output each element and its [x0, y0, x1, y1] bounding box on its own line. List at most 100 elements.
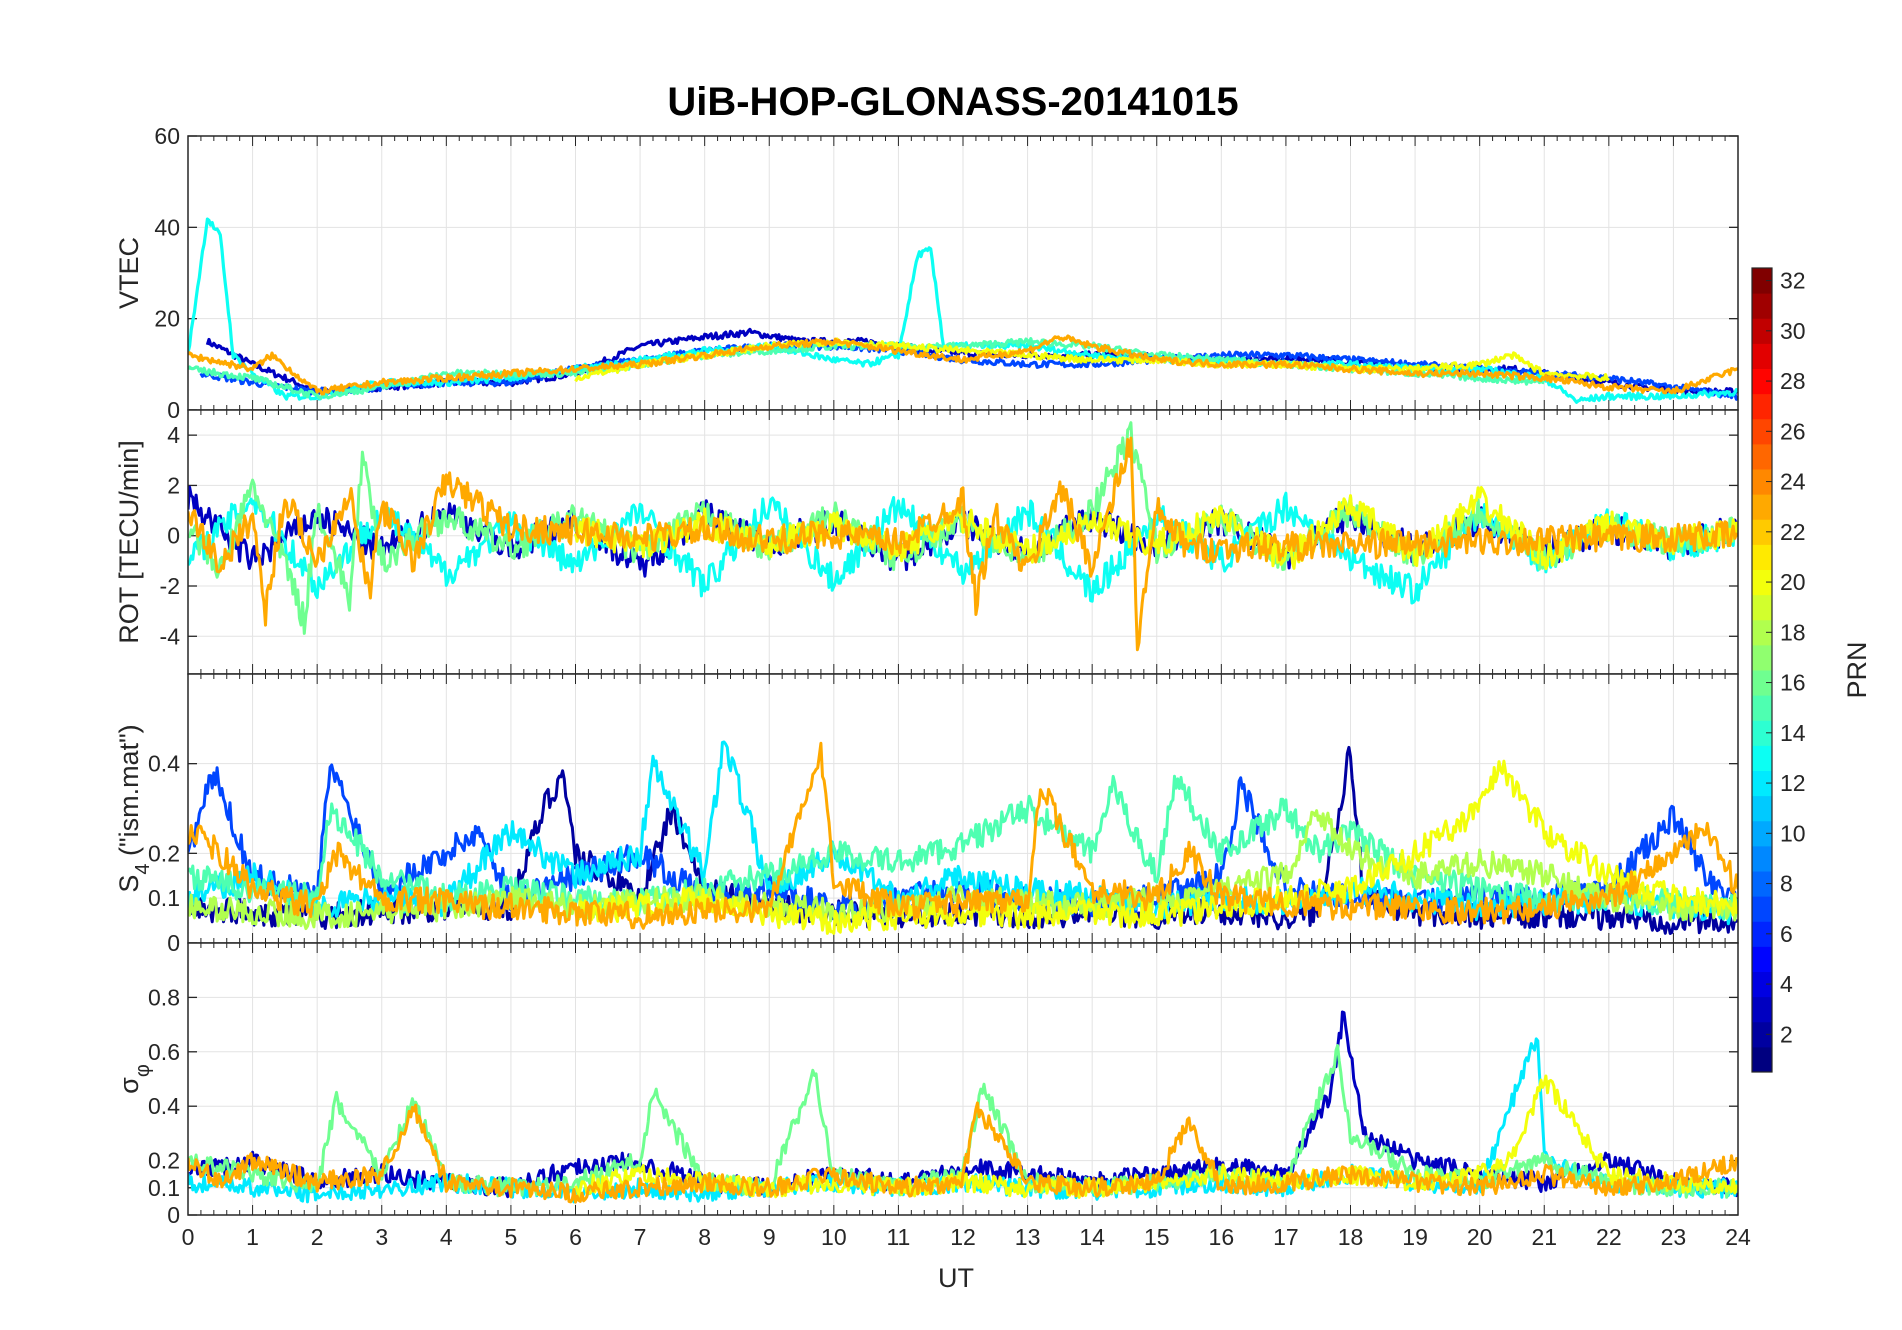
- x-tick-label: 18: [1338, 1224, 1364, 1250]
- y-tick-label: 0.8: [148, 984, 180, 1010]
- x-tick-label: 1: [246, 1224, 259, 1250]
- x-tick-label: 16: [1209, 1224, 1235, 1250]
- series-group: [188, 421, 1738, 652]
- colorbar-swatch: [1752, 820, 1772, 847]
- colorbar-swatch: [1752, 619, 1772, 646]
- colorbar-swatch: [1752, 1046, 1772, 1073]
- colorbar-swatch: [1752, 368, 1772, 395]
- colorbar-swatch: [1752, 443, 1772, 470]
- panel-sigma_phi: 00.10.2 0.4 0.6 0.8 σφ: [114, 942, 1739, 1228]
- colorbar-tick-label: 28: [1780, 368, 1806, 394]
- y-tick-label: 0: [167, 523, 180, 549]
- x-tick-label: 23: [1661, 1224, 1687, 1250]
- x-tick-label: 22: [1596, 1224, 1622, 1250]
- colorbar-swatch: [1752, 418, 1772, 445]
- colorbar-swatch: [1752, 670, 1772, 696]
- series-line-prn-20: [574, 486, 1738, 571]
- colorbar-swatch: [1752, 544, 1772, 570]
- colorbar-tick-label: 26: [1780, 418, 1806, 444]
- y-tick-label: 20: [154, 306, 180, 332]
- series-line-prn-23: [188, 1101, 1738, 1204]
- y-axis-label: ROT [TECU/min]: [114, 440, 144, 644]
- colorbar-swatch: [1752, 845, 1772, 872]
- colorbar-swatch: [1752, 1021, 1772, 1048]
- series-group: [188, 217, 1738, 404]
- colorbar-tick-label: 24: [1780, 469, 1806, 495]
- x-tick-label: 5: [505, 1224, 518, 1250]
- colorbar-tick-label: 18: [1780, 619, 1806, 645]
- x-tick-label: 8: [698, 1224, 711, 1250]
- colorbar-tick-label: 14: [1780, 720, 1806, 746]
- series-group: [188, 1010, 1738, 1204]
- x-axis-label: UT: [938, 1263, 974, 1293]
- colorbar-swatch: [1752, 268, 1772, 294]
- colorbar-swatch: [1752, 469, 1772, 495]
- series-line-prn-23: [188, 436, 1738, 652]
- y-tick-label: 0.4: [148, 751, 180, 777]
- x-tick-label: 24: [1725, 1224, 1751, 1250]
- y-tick-label: 0.6: [148, 1039, 180, 1065]
- colorbar-swatch: [1752, 996, 1772, 1023]
- y-tick-label: 0: [167, 930, 180, 956]
- colorbar-swatch: [1752, 519, 1772, 545]
- series-group: [188, 740, 1738, 935]
- panel-rot: -4 -2 0 2 4 ROT [TECU/min]: [114, 409, 1739, 675]
- colorbar-swatch: [1752, 569, 1772, 596]
- x-tick-label: 20: [1467, 1224, 1493, 1250]
- colorbar-swatch: [1752, 594, 1772, 621]
- y-tick-label: 0.2: [148, 1148, 180, 1174]
- colorbar-swatch: [1752, 644, 1772, 671]
- colorbar-swatch: [1752, 494, 1772, 520]
- colorbar-swatch: [1752, 896, 1772, 922]
- chart-title: UiB-HOP-GLONASS-20141015: [667, 80, 1238, 124]
- x-tick-label: 4: [440, 1224, 453, 1250]
- colorbar-tick-label: 30: [1780, 318, 1806, 344]
- y-tick-label: 2: [167, 472, 180, 498]
- x-tick-label: 3: [375, 1224, 388, 1250]
- colorbar-swatch: [1752, 720, 1772, 746]
- x-tick-label: 15: [1144, 1224, 1170, 1250]
- panel-s4: 0 0.1 0.2 0.4S4 ("ism.mat"): [114, 673, 1739, 956]
- y-tick-label: 0.4: [148, 1093, 180, 1119]
- colorbar-swatch: [1752, 293, 1772, 319]
- y-tick-label: 0.2: [148, 840, 180, 866]
- colorbar-tick-label: 4: [1780, 971, 1793, 997]
- x-tick-label: 2: [311, 1224, 324, 1250]
- y-tick-label: 0.1: [148, 885, 180, 911]
- colorbar-swatch: [1752, 795, 1772, 822]
- x-tick-label: 9: [763, 1224, 776, 1250]
- x-tick-label: 17: [1273, 1224, 1299, 1250]
- x-tick-label: 7: [634, 1224, 647, 1250]
- x-tick-label: 14: [1079, 1224, 1105, 1250]
- y-tick-label: 0.1: [148, 1175, 180, 1201]
- colorbar-tick-label: 6: [1780, 921, 1793, 947]
- y-axis-label: VTEC: [114, 237, 144, 309]
- colorbar-swatch: [1752, 921, 1772, 947]
- colorbar-swatch: [1752, 393, 1772, 420]
- colorbar-tick-label: 10: [1780, 820, 1806, 846]
- colorbar-tick-label: 8: [1780, 871, 1793, 897]
- x-tick-label: 21: [1531, 1224, 1557, 1250]
- x-tick-label: 10: [821, 1224, 847, 1250]
- colorbar-swatch: [1752, 695, 1772, 721]
- colorbar-label: PRN: [1842, 641, 1872, 698]
- y-axis-label: σφ: [114, 1064, 154, 1094]
- y-axis-label: S4 ("ism.mat"): [114, 724, 154, 892]
- colorbar-swatch: [1752, 971, 1772, 998]
- colorbar-frame: [1751, 267, 1773, 1073]
- series-line-prn-23: [188, 334, 1738, 396]
- colorbar-swatch: [1752, 745, 1772, 771]
- colorbar-swatch: [1752, 343, 1772, 369]
- y-tick-label: -2: [160, 573, 180, 599]
- series-line-prn-23: [188, 741, 1738, 930]
- x-tick-label: 11: [886, 1224, 910, 1250]
- panel-frame: [187, 942, 1739, 1216]
- colorbar-tick-label: 12: [1780, 770, 1806, 796]
- colorbar-tick-label: 2: [1780, 1021, 1793, 1047]
- y-tick-label: 40: [154, 214, 180, 240]
- y-tick-label: 4: [167, 422, 180, 448]
- x-tick-label: 12: [950, 1224, 976, 1250]
